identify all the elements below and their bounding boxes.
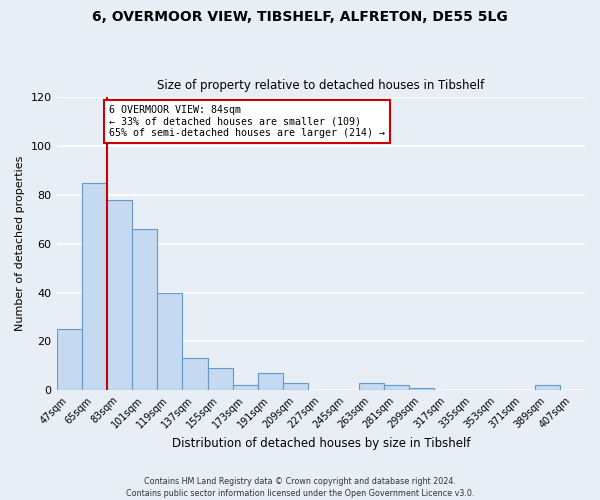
- Title: Size of property relative to detached houses in Tibshelf: Size of property relative to detached ho…: [157, 79, 484, 92]
- Text: 6, OVERMOOR VIEW, TIBSHELF, ALFRETON, DE55 5LG: 6, OVERMOOR VIEW, TIBSHELF, ALFRETON, DE…: [92, 10, 508, 24]
- Bar: [208, 368, 233, 390]
- Bar: [383, 386, 409, 390]
- Bar: [258, 373, 283, 390]
- Bar: [157, 292, 182, 390]
- Bar: [132, 229, 157, 390]
- Bar: [56, 329, 82, 390]
- Bar: [535, 386, 560, 390]
- Bar: [409, 388, 434, 390]
- Bar: [283, 383, 308, 390]
- Y-axis label: Number of detached properties: Number of detached properties: [15, 156, 25, 332]
- Bar: [182, 358, 208, 390]
- Bar: [107, 200, 132, 390]
- X-axis label: Distribution of detached houses by size in Tibshelf: Distribution of detached houses by size …: [172, 437, 470, 450]
- Text: Contains HM Land Registry data © Crown copyright and database right 2024.
Contai: Contains HM Land Registry data © Crown c…: [126, 476, 474, 498]
- Bar: [82, 183, 107, 390]
- Bar: [359, 383, 383, 390]
- Bar: [233, 386, 258, 390]
- Text: 6 OVERMOOR VIEW: 84sqm
← 33% of detached houses are smaller (109)
65% of semi-de: 6 OVERMOOR VIEW: 84sqm ← 33% of detached…: [109, 104, 385, 138]
